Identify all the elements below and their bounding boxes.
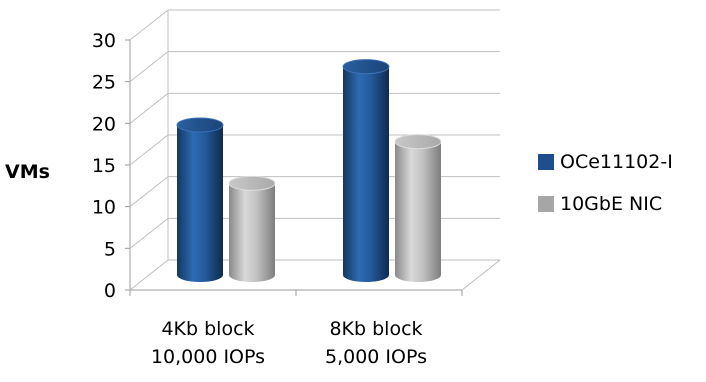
y-tick-label: 5 <box>104 238 116 260</box>
legend-swatch <box>538 154 554 170</box>
legend-item: OCe11102-I <box>538 151 673 173</box>
bar-top <box>394 134 442 150</box>
bar-top <box>176 117 224 133</box>
bar <box>342 59 390 283</box>
bar <box>176 117 224 282</box>
legend-item: 10GbE NIC <box>538 193 662 215</box>
bar-body <box>395 141 441 282</box>
y-tick-labels: 0 5 10 15 20 25 30 <box>92 30 116 302</box>
gridline-depth <box>129 51 169 83</box>
bar <box>228 175 276 282</box>
x-tick-label: 4Kb block 10,000 IOPs <box>151 318 265 368</box>
gridlines <box>129 9 500 291</box>
bar <box>394 134 442 282</box>
legend-swatch <box>538 196 554 212</box>
y-tick-label: 15 <box>92 155 116 177</box>
gridline-depth <box>129 176 169 208</box>
y-axis-label: VMs <box>5 161 50 183</box>
bar-top <box>342 59 390 75</box>
bar-body <box>177 125 223 282</box>
legend-label: OCe11102-I <box>560 151 673 173</box>
gridline-depth <box>129 92 169 124</box>
bars <box>176 59 442 283</box>
y-tick-label: 25 <box>92 72 116 94</box>
legend-label: 10GbE NIC <box>560 193 662 215</box>
bar-top <box>228 175 276 191</box>
floor-right-edge <box>461 259 501 291</box>
bar-body <box>343 66 389 283</box>
y-tick-label: 30 <box>92 30 116 52</box>
gridline-depth <box>129 217 169 249</box>
x-tick-label: 8Kb block 5,000 IOPs <box>325 318 427 368</box>
gridline-depth <box>129 134 169 166</box>
gridline-depth <box>129 9 169 41</box>
y-tick-label: 10 <box>92 197 116 219</box>
gridline-depth <box>129 259 169 291</box>
y-tick-label: 20 <box>92 113 116 135</box>
y-tick-label: 0 <box>104 280 116 302</box>
legend: OCe11102-I 10GbE NIC <box>538 151 673 215</box>
bar-body <box>229 183 275 282</box>
x-tick-labels: 4Kb block 10,000 IOPs 8Kb block 5,000 IOPs <box>151 318 427 368</box>
